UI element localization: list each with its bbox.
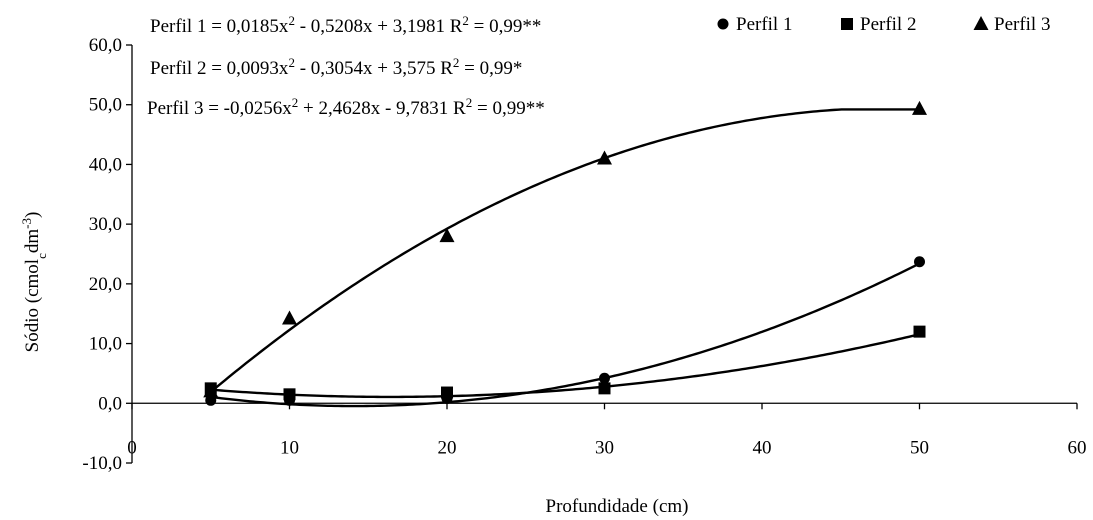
x-axis-title: Profundidade (cm): [546, 496, 689, 517]
legend-marker-perfil-3: [973, 16, 989, 30]
legend-label-perfil-3: Perfil 3: [994, 14, 1050, 35]
y-tick-label: 40,0: [89, 154, 122, 175]
point-perfil-2: [598, 382, 611, 395]
x-tick-label: 60: [1068, 437, 1087, 458]
point-perfil-2: [283, 388, 296, 401]
legend-label-perfil-2: Perfil 2: [860, 14, 916, 35]
equation-perfil-2: Perfil 2 = 0,0093x2 - 0,3054x + 3,575 R2…: [150, 55, 522, 80]
fit-curve-3: [209, 108, 920, 393]
legend-marker-perfil-1: [717, 18, 729, 30]
equation-perfil-3: Perfil 3 = -0,0256x2 + 2,4628x - 9,7831 …: [147, 95, 545, 120]
x-tick-label: 30: [595, 437, 614, 458]
x-tick-label: 50: [910, 437, 929, 458]
data-points: [203, 100, 927, 406]
point-perfil-2: [913, 325, 926, 338]
fit-curve-1: [210, 262, 921, 408]
point-perfil-2: [441, 386, 453, 399]
x-tick-label: 20: [438, 437, 457, 458]
point-perfil-1: [205, 394, 217, 406]
x-tick-label: 0: [127, 437, 137, 458]
x-tick-label: 10: [280, 437, 299, 458]
point-perfil-3: [912, 100, 927, 115]
fit-curves: [209, 108, 921, 408]
tick-labels: -10,0 0,0 10,0 20,0 30,0 40,0 50,0 60,0 0 10 20 30 4…: [82, 35, 1086, 474]
point-perfil-3: [203, 383, 219, 398]
fit-curve-2: [210, 333, 920, 399]
point-perfil-1: [599, 372, 610, 384]
x-tick-label: 40: [753, 437, 772, 458]
point-perfil-3: [282, 310, 297, 325]
y-tick-label: 20,0: [89, 274, 122, 295]
point-perfil-3: [597, 150, 612, 165]
y-tick-label: 30,0: [89, 214, 122, 235]
y-tick-label: 10,0: [89, 334, 122, 355]
legend: Perfil 1 Perfil 2 Perfil 3: [717, 14, 1050, 35]
point-perfil-1: [914, 256, 925, 268]
regression-equations: Perfil 1 = 0,0185x2 - 0,5208x + 3,1981 R…: [147, 13, 545, 120]
y-axis-title: Sódio (cmolcdm-3): [19, 212, 49, 353]
y-tick-label: 0,0: [98, 393, 122, 414]
y-tick-label: 60,0: [89, 35, 122, 56]
y-tick-label: -10,0: [82, 453, 122, 474]
legend-marker-perfil-2: [841, 18, 853, 30]
legend-label-perfil-1: Perfil 1: [736, 14, 792, 35]
y-tick-label: 50,0: [89, 95, 122, 116]
point-perfil-3: [439, 228, 455, 243]
equation-perfil-1: Perfil 1 = 0,0185x2 - 0,5208x + 3,1981 R…: [150, 13, 541, 38]
